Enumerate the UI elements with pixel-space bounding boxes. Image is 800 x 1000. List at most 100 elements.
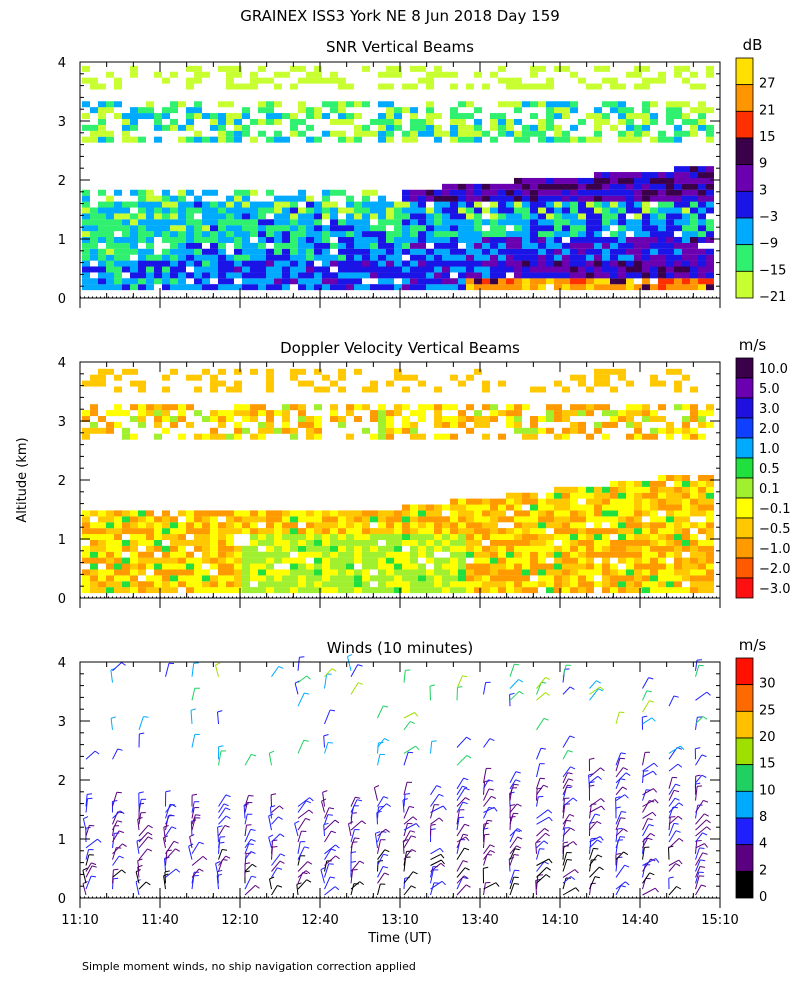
colorbar-label: −9: [759, 237, 778, 252]
y-tick-label: 0: [58, 592, 66, 607]
colorbar-swatch: [735, 477, 754, 499]
y-tick-label: 3: [58, 415, 66, 430]
colorbar-label: −1.0: [759, 542, 791, 557]
snr-panel-title: SNR Vertical Beams: [326, 38, 474, 56]
x-tick-label: 13:40: [461, 913, 498, 928]
y-tick-label: 3: [58, 715, 66, 730]
colorbar-swatch: [735, 437, 754, 459]
x-axis-label: Time (UT): [367, 931, 432, 946]
colorbar-swatch: [735, 84, 754, 112]
colorbar-label: 8: [759, 810, 767, 825]
colorbar-label: 3.0: [759, 402, 780, 417]
colorbar-swatch: [735, 217, 754, 246]
colorbar-label: 0.5: [759, 462, 780, 477]
colorbar-label: 27: [759, 77, 776, 92]
x-tick-label: 11:10: [61, 913, 98, 928]
plot-area-0: [82, 65, 714, 291]
colorbar-label: 0.1: [759, 482, 780, 497]
plot-area-1: [82, 368, 714, 594]
colorbar-label: 9: [759, 157, 767, 172]
colorbar-label: 10.0: [759, 362, 788, 377]
colorbar-label: 5.0: [759, 382, 780, 397]
colorbar-swatch: [735, 790, 754, 819]
colorbar-swatch: [735, 397, 754, 419]
figure-title: GRAINEX ISS3 York NE 8 Jun 2018 Day 159: [240, 7, 560, 25]
colorbar-label: −0.1: [759, 502, 791, 517]
y-tick-label: 4: [58, 56, 66, 71]
colorbar-label: −3: [759, 210, 778, 225]
colorbar-label: 3: [759, 183, 767, 198]
winds-panel: Winds (10 minutes) 0 1 2 3 4 11:10 11:40 12:10 1…: [58, 636, 776, 928]
colorbar-swatch: [735, 417, 754, 439]
colorbar-unit: m/s: [739, 336, 767, 354]
colorbar-swatch: [735, 710, 754, 739]
colorbar-swatch: [735, 817, 754, 846]
colorbar-swatch: [735, 657, 754, 686]
plot-frame-2: [79, 661, 721, 899]
colorbar-label: −3.0: [759, 582, 791, 597]
y-tick-label: 3: [58, 115, 66, 130]
y-tick-label: 2: [58, 474, 66, 489]
y-tick-label: 0: [58, 292, 66, 307]
y-tick-label: 0: [58, 892, 66, 907]
doppler-panel: Doppler Velocity Vertical Beams 0 1 2 3 4 10.…: [58, 336, 791, 608]
colorbar-swatch: [735, 244, 754, 272]
colorbar-label: 4: [759, 837, 767, 852]
y-tick-label: 4: [58, 356, 66, 371]
colorbar-swatch: [735, 844, 754, 872]
colorbar-swatch: [735, 190, 754, 219]
x-tick-label: 14:10: [541, 913, 578, 928]
colorbar-swatch: [735, 497, 754, 519]
snr-panel: SNR Vertical Beams 0 1 2 3 4 27 21 15 9 3 −3 −9 −15 −…: [58, 36, 786, 308]
colorbar-swatch: [735, 537, 754, 559]
colorbar-label: 1.0: [759, 442, 780, 457]
colorbar-label: 15: [759, 130, 776, 145]
colorbar-label: 30: [759, 677, 776, 692]
colorbar-label: −15: [759, 263, 786, 278]
colorbar-label: 21: [759, 103, 776, 118]
plot-area-2: [82, 653, 711, 896]
colorbar-swatch: [735, 377, 754, 399]
colorbar-label: 2.0: [759, 422, 780, 437]
colorbar-label: 2: [759, 863, 767, 878]
y-tick-label: 1: [58, 233, 66, 248]
y-tick-label: 2: [58, 174, 66, 189]
colorbar-swatch: [735, 870, 754, 899]
colorbar-swatch: [735, 137, 754, 166]
footnote: Simple moment winds, no ship navigation …: [82, 960, 416, 973]
doppler-panel-title: Doppler Velocity Vertical Beams: [280, 339, 520, 357]
colorbar-1: 10.0 5.0 3.0 2.0 1.0 0.5 0.1 −0.1 −0.5 −1.0 −2.0 −3…: [735, 336, 791, 599]
colorbar-swatch: [735, 517, 754, 539]
colorbar-swatch: [735, 457, 754, 479]
colorbar-label: 20: [759, 730, 776, 745]
colorbar-swatch: [735, 110, 754, 139]
colorbar-label: 15: [759, 757, 776, 772]
colorbar-label: 0: [759, 890, 767, 905]
colorbar-swatch: [735, 57, 754, 86]
x-tick-label: 14:40: [621, 913, 658, 928]
colorbar-swatch: [735, 164, 754, 192]
x-tick-label: 12:10: [221, 913, 258, 928]
x-tick-label: 11:40: [141, 913, 178, 928]
colorbar-label: −2.0: [759, 562, 791, 577]
colorbar-swatch: [735, 764, 754, 792]
winds-panel-title: Winds (10 minutes): [327, 639, 474, 657]
colorbar-label: 25: [759, 703, 776, 718]
y-tick-label: 1: [58, 533, 66, 548]
colorbar-swatch: [735, 557, 754, 579]
x-tick-label: 15:10: [701, 913, 738, 928]
colorbar-swatch: [735, 684, 754, 712]
y-tick-label: 4: [58, 656, 66, 671]
x-tick-label: 12:40: [301, 913, 338, 928]
y-tick-label: 1: [58, 833, 66, 848]
colorbar-unit: m/s: [739, 636, 767, 654]
colorbar-0: 27 21 15 9 3 −3 −9 −15 −21 dB: [735, 36, 786, 305]
colorbar-swatch: [735, 737, 754, 766]
colorbar-label: −0.5: [759, 522, 791, 537]
colorbar-label: 10: [759, 783, 776, 798]
y-axis-label: Altitude (km): [15, 437, 30, 522]
colorbar-swatch: [735, 577, 754, 599]
colorbar-swatch: [735, 270, 754, 299]
